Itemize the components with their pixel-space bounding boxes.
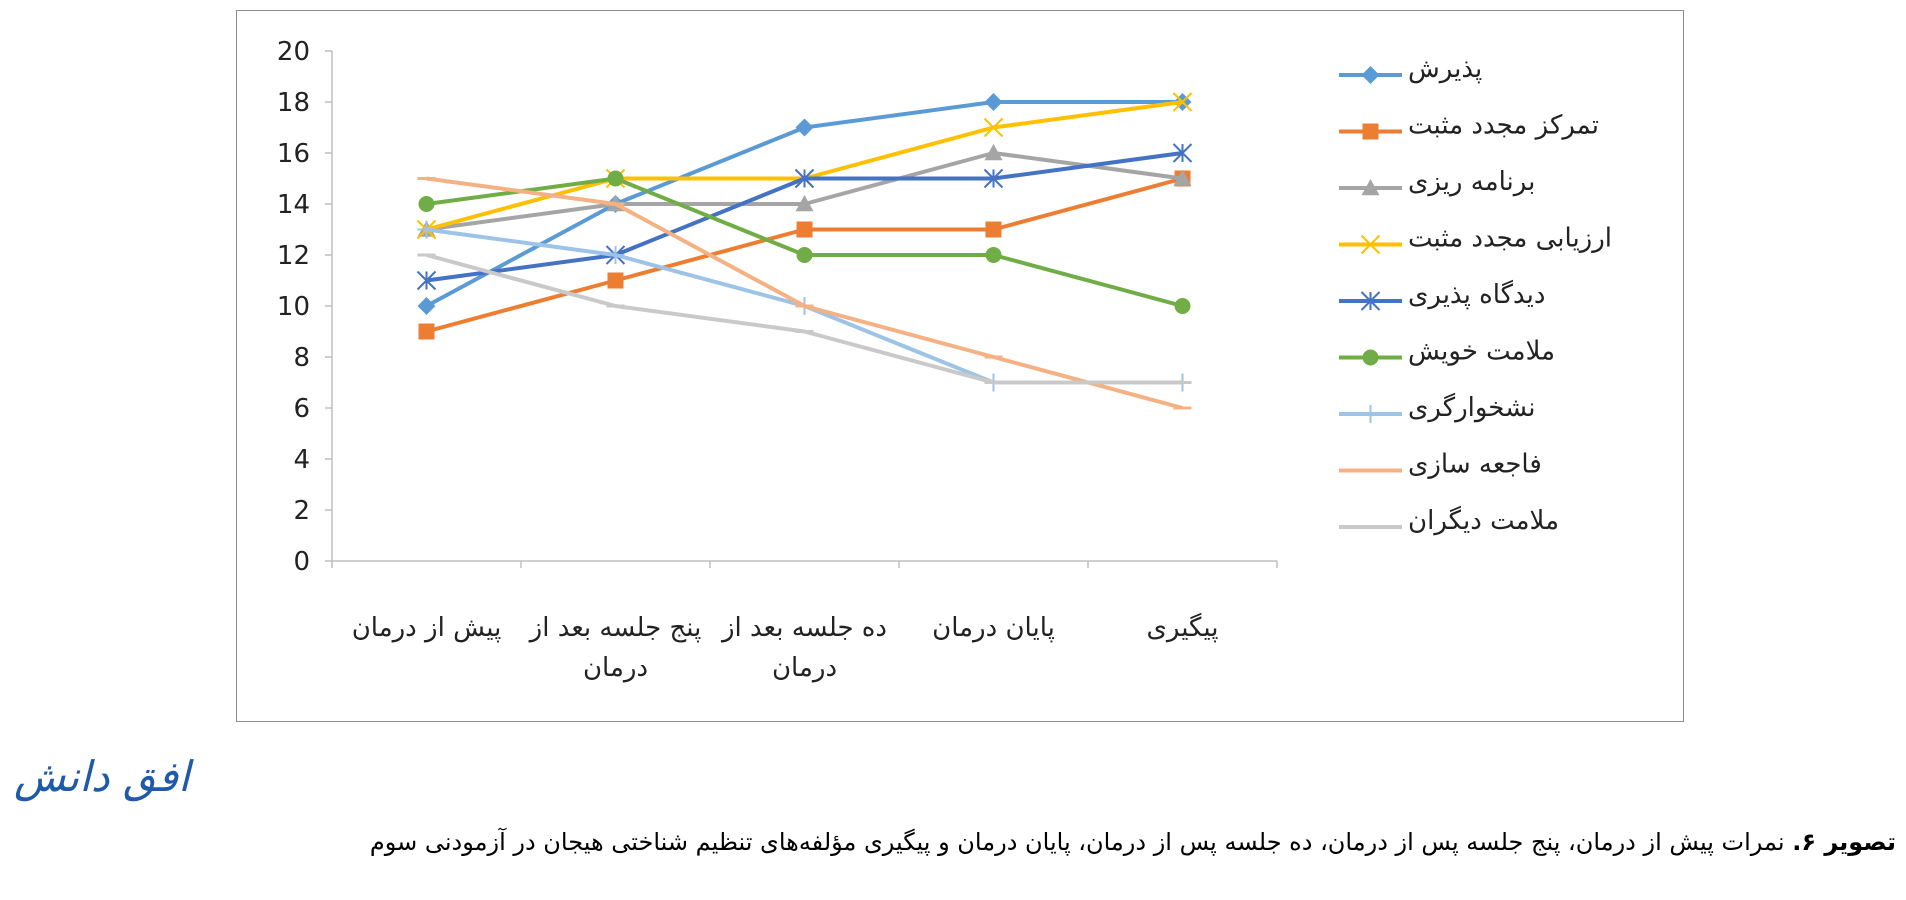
legend-entry-2: تمرکز مجدد مثبت xyxy=(1339,111,1599,141)
y-tick-label: 8 xyxy=(293,343,310,373)
x-tick-label: ده جلسه بعد از درمان xyxy=(720,613,887,683)
caption-text: نمرات پیش از درمان، پنج جلسه پس از درمان… xyxy=(369,828,1793,856)
legend-label: ملامت خویش xyxy=(1408,337,1555,367)
legend-label: برنامه ریزی xyxy=(1408,167,1535,197)
y-tick-label: 6 xyxy=(293,394,310,424)
data-point xyxy=(1172,143,1193,163)
x-tick-label: پایان درمان xyxy=(932,613,1055,643)
data-point xyxy=(1172,92,1193,112)
legend-label: نشخوارگری xyxy=(1408,392,1536,423)
data-point xyxy=(985,247,1002,263)
data-point xyxy=(1173,169,1192,186)
series-line xyxy=(426,151,1183,232)
x-tick-label: پنج جلسه بعد از درمان xyxy=(528,613,702,683)
legend-entry-9: ملامت دیگران xyxy=(1339,505,1559,536)
data-point xyxy=(1362,123,1379,140)
y-tick-label: 18 xyxy=(277,88,310,118)
legend-label: دیدگاه پذیری xyxy=(1408,279,1545,310)
data-point xyxy=(794,168,815,189)
data-point xyxy=(416,270,437,291)
legend-entry-8: فاجعه سازی xyxy=(1339,450,1542,480)
data-point xyxy=(418,196,435,212)
y-tick-label: 0 xyxy=(293,547,310,577)
data-point xyxy=(1362,349,1379,366)
data-point xyxy=(1174,298,1191,314)
data-point xyxy=(1361,179,1380,196)
y-tick-label: 4 xyxy=(293,445,310,475)
data-point xyxy=(607,170,624,187)
series-9 xyxy=(417,253,1192,385)
data-point xyxy=(795,195,814,212)
data-point xyxy=(984,93,1003,111)
y-tick-label: 20 xyxy=(277,37,310,67)
data-point xyxy=(796,247,813,263)
series-6 xyxy=(418,170,1191,314)
y-tick-label: 12 xyxy=(277,241,310,271)
data-point xyxy=(418,323,435,340)
x-tick-label: پیش از درمان xyxy=(352,613,502,643)
data-point xyxy=(607,272,624,289)
data-point xyxy=(796,221,813,238)
series-8 xyxy=(417,176,1192,410)
y-tick-label: 16 xyxy=(277,139,310,169)
data-point xyxy=(795,118,814,137)
legend-entry-1: پذیرش xyxy=(1339,54,1482,84)
legend-label: ملامت دیگران xyxy=(1408,505,1559,536)
legend-entry-4: ارزیابی مجدد مثبت xyxy=(1339,224,1612,255)
legend-entry-3: برنامه ریزی xyxy=(1339,167,1535,197)
data-point xyxy=(985,221,1002,238)
y-tick-label: 2 xyxy=(293,496,310,526)
legend-entry-6: ملامت خویش xyxy=(1339,337,1555,367)
legend-label: ارزیابی مجدد مثبت xyxy=(1408,224,1612,254)
watermark-logo: افق دانش xyxy=(14,752,190,801)
data-point xyxy=(417,297,436,315)
chart-frame: 0 2 4 6 8 10 12 14 16 18 20 پیش از درمان پنج جلسه بع… xyxy=(236,10,1684,722)
data-point xyxy=(984,144,1003,161)
line-chart: 0 2 4 6 8 10 12 14 16 18 20 پیش از درمان پنج جلسه بع… xyxy=(277,37,1612,683)
data-point xyxy=(1361,405,1380,423)
data-point xyxy=(1361,66,1380,84)
legend-entry-5: دیدگاه پذیری xyxy=(1339,279,1545,311)
y-tick-label: 10 xyxy=(277,292,310,322)
series-2 xyxy=(418,170,1191,340)
x-tick-label: پیگیری xyxy=(1147,612,1219,643)
data-point xyxy=(983,117,1004,138)
figure-caption: تصویر ۶. نمرات پیش از درمان، پنج جلسه پس… xyxy=(16,828,1896,856)
y-tick-label: 14 xyxy=(277,190,310,220)
data-point xyxy=(606,246,625,264)
data-point xyxy=(983,168,1004,189)
data-point xyxy=(1360,234,1381,255)
data-point xyxy=(417,220,436,239)
legend-label: پذیرش xyxy=(1408,54,1482,84)
legend-label: تمرکز مجدد مثبت xyxy=(1408,111,1599,141)
legend-entry-7: نشخوارگری xyxy=(1339,392,1536,423)
legend-label: فاجعه سازی xyxy=(1408,450,1542,480)
data-point xyxy=(1360,291,1381,311)
caption-label: تصویر ۶. xyxy=(1792,828,1896,856)
